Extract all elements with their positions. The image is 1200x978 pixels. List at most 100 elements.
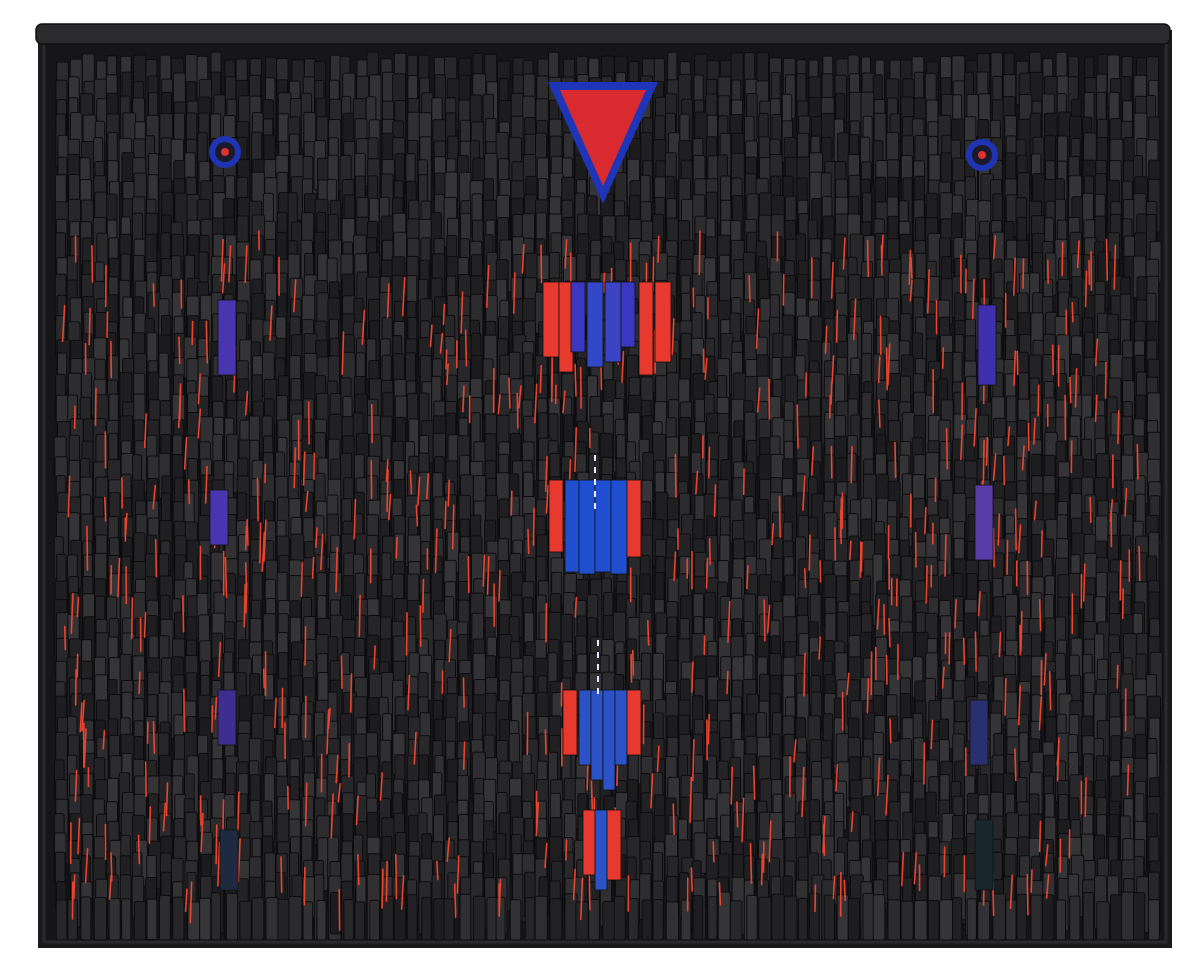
leather-strip <box>613 895 626 941</box>
red-slash <box>456 855 460 894</box>
leather-strip <box>265 897 279 941</box>
color-strip <box>586 281 604 368</box>
red-slash <box>923 742 926 785</box>
red-slash <box>866 677 870 714</box>
red-slash <box>532 507 535 546</box>
red-slash <box>616 762 619 787</box>
red-slash <box>540 244 543 284</box>
red-slash <box>442 303 446 326</box>
red-slash <box>1084 270 1088 308</box>
red-slash <box>1014 508 1018 551</box>
leather-strip <box>369 899 380 941</box>
red-slash <box>154 538 158 578</box>
red-slash <box>444 500 447 530</box>
red-slash <box>143 611 147 639</box>
red-slash <box>1126 764 1130 797</box>
red-slash <box>256 477 259 522</box>
red-slash <box>954 598 957 629</box>
red-slash <box>462 677 465 708</box>
leather-strip <box>1041 894 1054 941</box>
side-strip <box>974 819 994 891</box>
leather-strip <box>665 901 680 941</box>
red-slash <box>508 377 511 409</box>
red-slash <box>415 504 419 527</box>
leather-strip <box>187 901 201 941</box>
red-slash <box>182 595 185 633</box>
red-slash <box>1071 301 1074 323</box>
leather-strip <box>872 894 886 941</box>
red-slash <box>137 834 141 865</box>
color-strip <box>602 689 616 791</box>
red-slash <box>859 541 862 579</box>
leather-strip <box>797 897 808 941</box>
red-slash <box>409 470 413 495</box>
red-slash <box>1038 598 1042 632</box>
leather-strip <box>251 897 265 941</box>
red-slash <box>304 782 308 827</box>
leather-strip <box>900 900 914 941</box>
red-slash <box>224 556 228 598</box>
leather-strip <box>939 899 953 941</box>
leather-strip <box>729 900 743 941</box>
red-slash <box>848 540 852 561</box>
red-slash <box>357 853 360 886</box>
red-slash <box>730 766 734 805</box>
red-slash <box>373 645 376 670</box>
red-slash <box>726 670 729 695</box>
red-slash <box>237 791 240 832</box>
red-slash <box>708 446 711 479</box>
leather-strip <box>354 901 366 941</box>
leather-strip <box>302 901 314 941</box>
leather-strip <box>381 895 394 941</box>
red-slash <box>689 793 692 824</box>
red-slash <box>1105 238 1109 281</box>
red-slash <box>705 557 709 589</box>
leather-strip <box>771 893 785 941</box>
red-slash <box>835 309 839 343</box>
red-slash <box>736 801 739 828</box>
red-slash <box>718 882 722 906</box>
red-slash <box>590 776 594 810</box>
red-slash <box>445 349 448 370</box>
leather-strip <box>1030 894 1043 941</box>
red-slash <box>1022 258 1025 289</box>
red-slash <box>340 655 343 689</box>
strip-layer <box>53 51 1163 941</box>
red-slash <box>386 469 389 513</box>
red-slash <box>945 427 949 470</box>
leather-strip <box>1121 891 1135 941</box>
red-slash <box>1037 384 1040 417</box>
red-slash <box>1020 611 1023 652</box>
red-slash <box>1082 563 1086 602</box>
red-slash <box>982 439 985 485</box>
leather-strip <box>459 893 472 941</box>
side-strip <box>219 829 239 891</box>
color-strip <box>620 281 636 348</box>
leather-strip <box>758 896 772 941</box>
red-slash <box>568 459 572 481</box>
red-slash <box>381 868 384 909</box>
red-slash <box>303 866 306 906</box>
red-slash <box>144 761 147 797</box>
red-slash <box>894 441 897 479</box>
red-slash <box>243 583 246 628</box>
leather-strip <box>80 896 92 941</box>
leather-strip <box>1147 899 1160 941</box>
red-slash <box>885 347 889 391</box>
leather-strip <box>862 893 875 941</box>
leather-strip <box>133 901 147 941</box>
red-slash <box>713 484 717 518</box>
red-slash <box>262 668 266 689</box>
color-strip <box>594 809 608 891</box>
red-slash <box>1030 869 1033 894</box>
leather-strip <box>966 898 977 941</box>
color-strip <box>570 281 586 353</box>
leather-strip <box>652 899 664 941</box>
color-strip <box>638 281 654 376</box>
red-slash <box>544 729 547 755</box>
leather-strip <box>564 893 578 941</box>
leather-strip <box>549 898 563 941</box>
leather-strip <box>627 898 639 941</box>
